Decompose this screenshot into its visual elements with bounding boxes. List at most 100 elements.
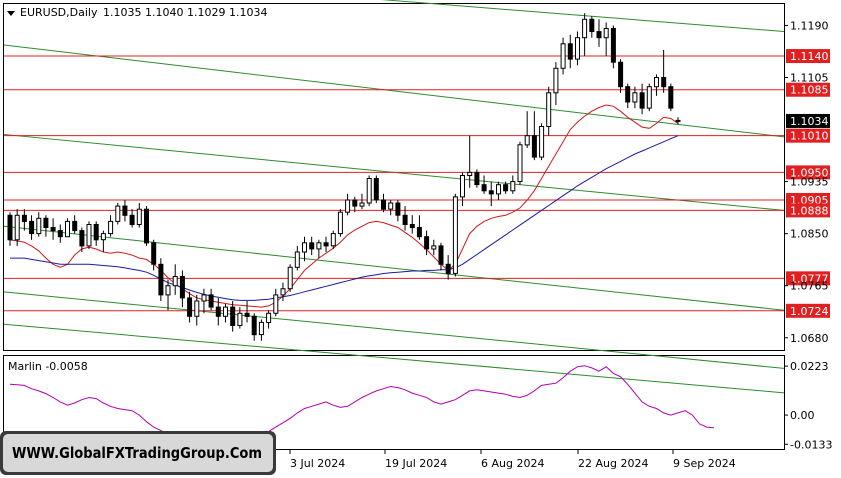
- candle: [100, 230, 106, 253]
- candle: [287, 264, 293, 292]
- channel-line: [380, 0, 785, 33]
- candle: [302, 236, 307, 262]
- candle: [610, 25, 616, 69]
- candle: [675, 117, 681, 125]
- candle: [352, 196, 358, 213]
- candle: [531, 111, 537, 161]
- candle: [230, 301, 236, 332]
- candle: [438, 242, 444, 271]
- symbol-label: EURUSD,Daily: [20, 6, 98, 19]
- candle: [345, 193, 351, 216]
- candle: [273, 288, 279, 317]
- level-label-box: [786, 82, 830, 97]
- main-pane[interactable]: [3, 3, 785, 351]
- candle: [280, 282, 286, 302]
- candle: [223, 304, 228, 323]
- candle: [618, 59, 624, 93]
- candle: [582, 13, 588, 57]
- candle: [208, 288, 214, 311]
- oscillator-tick: 0.0223: [790, 360, 829, 373]
- candle: [72, 215, 78, 234]
- candle: [7, 212, 13, 246]
- collapse-triangle-icon[interactable]: [7, 11, 15, 16]
- price-axis: 1.1190 1.1105 1.0935 1.0850 1.0765 1.0680 1.10…: [784, 19, 830, 345]
- oscillator-line: [9, 365, 714, 445]
- candle: [165, 279, 171, 311]
- fast-ma-line: [9, 104, 679, 308]
- candle: [632, 86, 638, 109]
- candle: [151, 239, 157, 271]
- candle: [416, 215, 422, 240]
- candle: [14, 209, 20, 246]
- level-label: 1.1085: [790, 84, 829, 97]
- candle: [553, 62, 559, 106]
- candle: [603, 22, 609, 57]
- candle: [29, 215, 35, 240]
- candle: [488, 181, 494, 207]
- candle: [86, 221, 92, 249]
- candle: [661, 49, 667, 93]
- candle: [50, 218, 56, 240]
- candle: [409, 215, 415, 234]
- candle: [129, 209, 135, 228]
- candle: [237, 307, 243, 329]
- candle: [639, 83, 645, 115]
- candle: [575, 31, 580, 66]
- candle: [373, 175, 379, 204]
- level-label: 1.0888: [790, 204, 829, 217]
- candle: [445, 255, 451, 280]
- level-label: 1.0777: [790, 272, 829, 285]
- level-label-box: [786, 165, 830, 180]
- candle: [65, 218, 70, 238]
- candle: [510, 175, 516, 194]
- candles: [7, 13, 681, 341]
- candle: [144, 206, 149, 246]
- oscillator-series: 0.0223 0.00 -0.0133: [9, 360, 832, 451]
- price-tick: 1.1105: [790, 71, 829, 84]
- candle: [115, 203, 121, 225]
- candle: [244, 301, 250, 323]
- current-price-box: [786, 113, 830, 128]
- price-tick: 1.0850: [790, 228, 829, 241]
- candle: [646, 83, 652, 112]
- time-label: 3 Jul 2024: [290, 457, 345, 470]
- channel-line: [3, 323, 785, 394]
- candle: [524, 111, 530, 148]
- level-label-box: [786, 271, 830, 286]
- candle: [316, 239, 322, 259]
- candle: [596, 19, 602, 47]
- candle: [424, 230, 430, 256]
- price-tick: 1.0680: [790, 332, 829, 345]
- candle: [43, 215, 49, 237]
- candle: [589, 16, 595, 38]
- candle: [258, 319, 264, 341]
- level-label: 1.1140: [790, 50, 829, 63]
- candle: [567, 34, 573, 69]
- horizontal-levels: 1.11401.10851.10101.09501.09051.08881.07…: [4, 49, 830, 318]
- level-label-box: [786, 128, 830, 143]
- moving-averages: [9, 104, 679, 308]
- price-tick: 1.0935: [790, 176, 829, 189]
- candle: [431, 239, 437, 256]
- candle: [625, 83, 631, 109]
- time-label: 19 Jul 2024: [385, 457, 447, 470]
- price-tick: 1.0765: [790, 280, 829, 293]
- candle: [57, 224, 63, 243]
- candle: [395, 199, 401, 222]
- time-label: 6 Aug 2024: [481, 457, 544, 470]
- channel-line: [3, 44, 785, 138]
- candle: [179, 270, 185, 308]
- time-label: 9 Sep 2024: [673, 457, 736, 470]
- level-label-box: [786, 49, 830, 64]
- ohlc-label: 1.1035 1.1040 1.1029 1.1034: [103, 6, 267, 19]
- candle: [187, 291, 193, 323]
- candle: [496, 181, 501, 200]
- candle: [654, 74, 659, 96]
- candle: [337, 209, 343, 237]
- candle: [36, 212, 42, 237]
- candle: [330, 230, 336, 249]
- slow-ma-line: [10, 135, 679, 301]
- candle: [474, 169, 480, 188]
- level-label: 1.0724: [790, 305, 829, 318]
